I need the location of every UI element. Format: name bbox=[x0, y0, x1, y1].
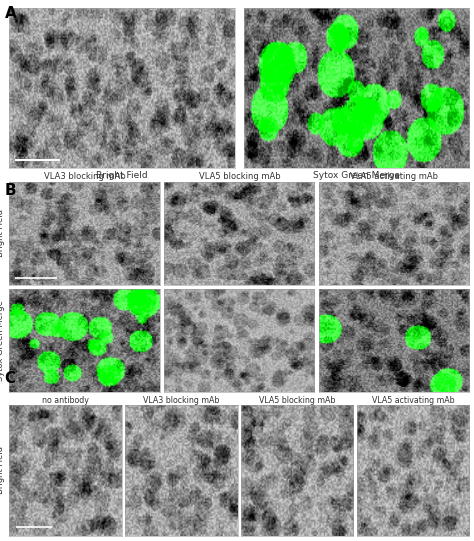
Text: A: A bbox=[5, 6, 17, 22]
Title: VLA5 activating mAb: VLA5 activating mAb bbox=[350, 172, 438, 181]
Title: VLA5 blocking mAb: VLA5 blocking mAb bbox=[199, 172, 280, 181]
Title: VLA5 activating mAb: VLA5 activating mAb bbox=[372, 395, 455, 405]
Title: VLA3 blocking mAb: VLA3 blocking mAb bbox=[143, 395, 219, 405]
Text: C: C bbox=[5, 371, 16, 386]
Y-axis label: Sytox Green Merge: Sytox Green Merge bbox=[0, 300, 5, 381]
Y-axis label: Bright Field: Bright Field bbox=[0, 209, 5, 258]
Y-axis label: Bright Field: Bright Field bbox=[0, 446, 5, 494]
X-axis label: Sytox Green Merge: Sytox Green Merge bbox=[313, 171, 400, 180]
X-axis label: Bright Field: Bright Field bbox=[96, 171, 148, 180]
Title: VLA3 blocking mAb: VLA3 blocking mAb bbox=[44, 172, 126, 181]
Title: no antibody: no antibody bbox=[42, 395, 89, 405]
Title: VLA5 blocking mAb: VLA5 blocking mAb bbox=[259, 395, 336, 405]
Text: B: B bbox=[5, 183, 17, 198]
